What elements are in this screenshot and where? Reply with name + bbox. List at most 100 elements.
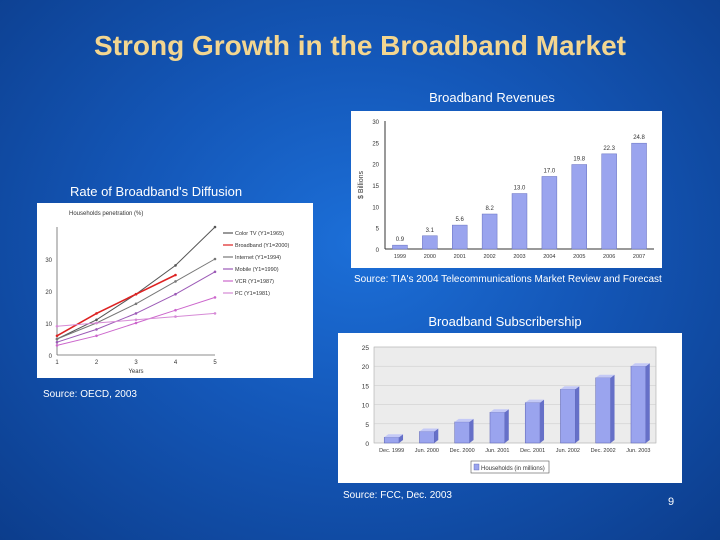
bar-data-label: 22.3 xyxy=(603,146,615,152)
subscribers-bar-chart: 0 5 10 15 20 25 Dec. 1999 Jun. 2000 Dec. 2000 Jun… xyxy=(362,345,657,474)
bar-side xyxy=(540,399,545,443)
revenues-bar-chart: 0 5 10 15 20 25 30 $ Billions 0.9 1999 3.1 2000 5.6 2… xyxy=(358,120,654,260)
bar xyxy=(631,142,647,250)
diffusion-source: Source: OECD, 2003 xyxy=(43,389,137,400)
y-tick-label: 10 xyxy=(372,205,379,211)
data-point xyxy=(95,321,98,325)
bar-top xyxy=(384,434,404,438)
bar-top xyxy=(525,399,545,403)
y-tick-label: 10 xyxy=(362,403,370,410)
bar-data-label: 8.2 xyxy=(485,206,494,212)
x-tick-label: 2 xyxy=(95,360,99,366)
x-tick-label: Dec. 2001 xyxy=(520,448,545,454)
bar-top xyxy=(560,386,580,390)
bar xyxy=(489,412,506,444)
x-tick-label: 2005 xyxy=(573,254,585,260)
subscribers-label: Broadband Subscribership xyxy=(428,314,582,329)
bar xyxy=(419,431,435,444)
x-tick-label: 5 xyxy=(213,360,217,366)
legend-box xyxy=(470,460,550,474)
bar xyxy=(481,213,498,250)
x-tick-label: 2001 xyxy=(454,254,466,260)
bar-data-label: 5.6 xyxy=(456,217,465,223)
x-tick-label: 2002 xyxy=(483,254,495,260)
diffusion-label: Rate of Broadband's Diffusion xyxy=(70,184,243,199)
x-tick-label: Jun. 2003 xyxy=(626,448,650,454)
data-point xyxy=(174,315,177,318)
bar xyxy=(524,402,541,444)
data-point xyxy=(213,225,217,229)
bar xyxy=(630,365,647,444)
bar-data-label: 19.8 xyxy=(573,157,585,163)
bar xyxy=(560,388,576,444)
x-axis-label: Years xyxy=(128,369,143,375)
x-tick-label: Jun. 2001 xyxy=(485,448,509,454)
bar xyxy=(422,235,438,250)
bar-data-label: 0.9 xyxy=(396,237,405,243)
x-tick-label: 2007 xyxy=(633,254,645,260)
bar-side xyxy=(434,428,439,443)
y-tick-label: 20 xyxy=(372,163,379,169)
data-point xyxy=(213,312,217,315)
data-point xyxy=(174,308,177,312)
x-tick-label: Dec. 2002 xyxy=(591,448,616,454)
subscribers-source: Source: FCC, Dec. 2003 xyxy=(343,490,452,501)
x-tick-label: Jun. 2000 xyxy=(415,448,439,454)
y-tick-label: 25 xyxy=(372,141,379,147)
bar xyxy=(392,244,408,250)
data-point xyxy=(55,340,59,344)
data-point xyxy=(213,270,217,274)
bar-side xyxy=(399,434,404,443)
y-tick-label: 0 xyxy=(49,354,53,360)
y-tick-label: 0 xyxy=(365,441,369,448)
x-tick-label: 4 xyxy=(174,360,178,366)
data-point xyxy=(174,264,177,267)
diffusion-chart-panel: 0 10 20 30 Households penetration (%) 1 2 3 4 5 Ye… xyxy=(37,203,313,378)
x-tick-label: 1999 xyxy=(394,254,406,260)
data-point xyxy=(95,334,98,338)
x-tick-label: Dec. 1999 xyxy=(379,448,404,454)
y-tick-label: 10 xyxy=(45,322,52,328)
data-point xyxy=(55,324,59,328)
data-point xyxy=(55,344,59,347)
y-axis-label: Households penetration (%) xyxy=(69,211,143,217)
legend-entry: PC (Y1=1981) xyxy=(235,291,270,297)
data-point xyxy=(134,312,138,315)
data-point xyxy=(95,312,98,315)
bar xyxy=(454,421,470,444)
bar-top xyxy=(595,374,615,378)
data-point xyxy=(174,292,177,296)
x-tick-label: 1 xyxy=(55,360,59,366)
legend-swatch xyxy=(473,463,480,471)
bar-data-label: 3.1 xyxy=(426,228,435,234)
y-tick-label: 30 xyxy=(372,120,379,126)
data-point xyxy=(213,296,217,299)
bar-side xyxy=(469,418,474,443)
legend-entry: Internet (Y1=1994) xyxy=(235,255,281,261)
x-tick-label: 2004 xyxy=(543,254,555,260)
legend-entry: Broadband (Y1=2000) xyxy=(235,243,289,249)
y-tick-label: 0 xyxy=(376,248,380,254)
series-line xyxy=(56,274,176,337)
data-point xyxy=(134,321,138,325)
data-point xyxy=(55,334,59,338)
data-point xyxy=(174,273,177,277)
x-tick-label: Jun. 2002 xyxy=(556,448,580,454)
y-tick-label: 5 xyxy=(376,227,380,233)
legend-entry: Color TV (Y1=1965) xyxy=(235,231,284,237)
y-tick-label: 20 xyxy=(362,364,370,371)
series-line xyxy=(56,271,216,343)
slide-title: Strong Growth in the Broadband Market xyxy=(93,30,626,61)
data-point xyxy=(55,337,59,341)
revenues-source: Source: TIA's 2004 Telecommunications Ma… xyxy=(354,274,662,285)
bar-data-label: 17.0 xyxy=(544,168,556,174)
bar xyxy=(452,224,468,250)
x-tick-label: 2000 xyxy=(424,254,436,260)
y-tick-label: 20 xyxy=(45,290,52,296)
bar xyxy=(595,377,611,444)
revenues-chart-panel: 0 5 10 15 20 25 30 $ Billions 0.9 1999 3.1 2000 5.6 2… xyxy=(351,111,662,268)
legend-entry: Mobile (Y1=1990) xyxy=(235,267,279,273)
data-point xyxy=(134,318,138,322)
data-point xyxy=(213,257,217,261)
x-tick-label: 2006 xyxy=(603,254,615,260)
